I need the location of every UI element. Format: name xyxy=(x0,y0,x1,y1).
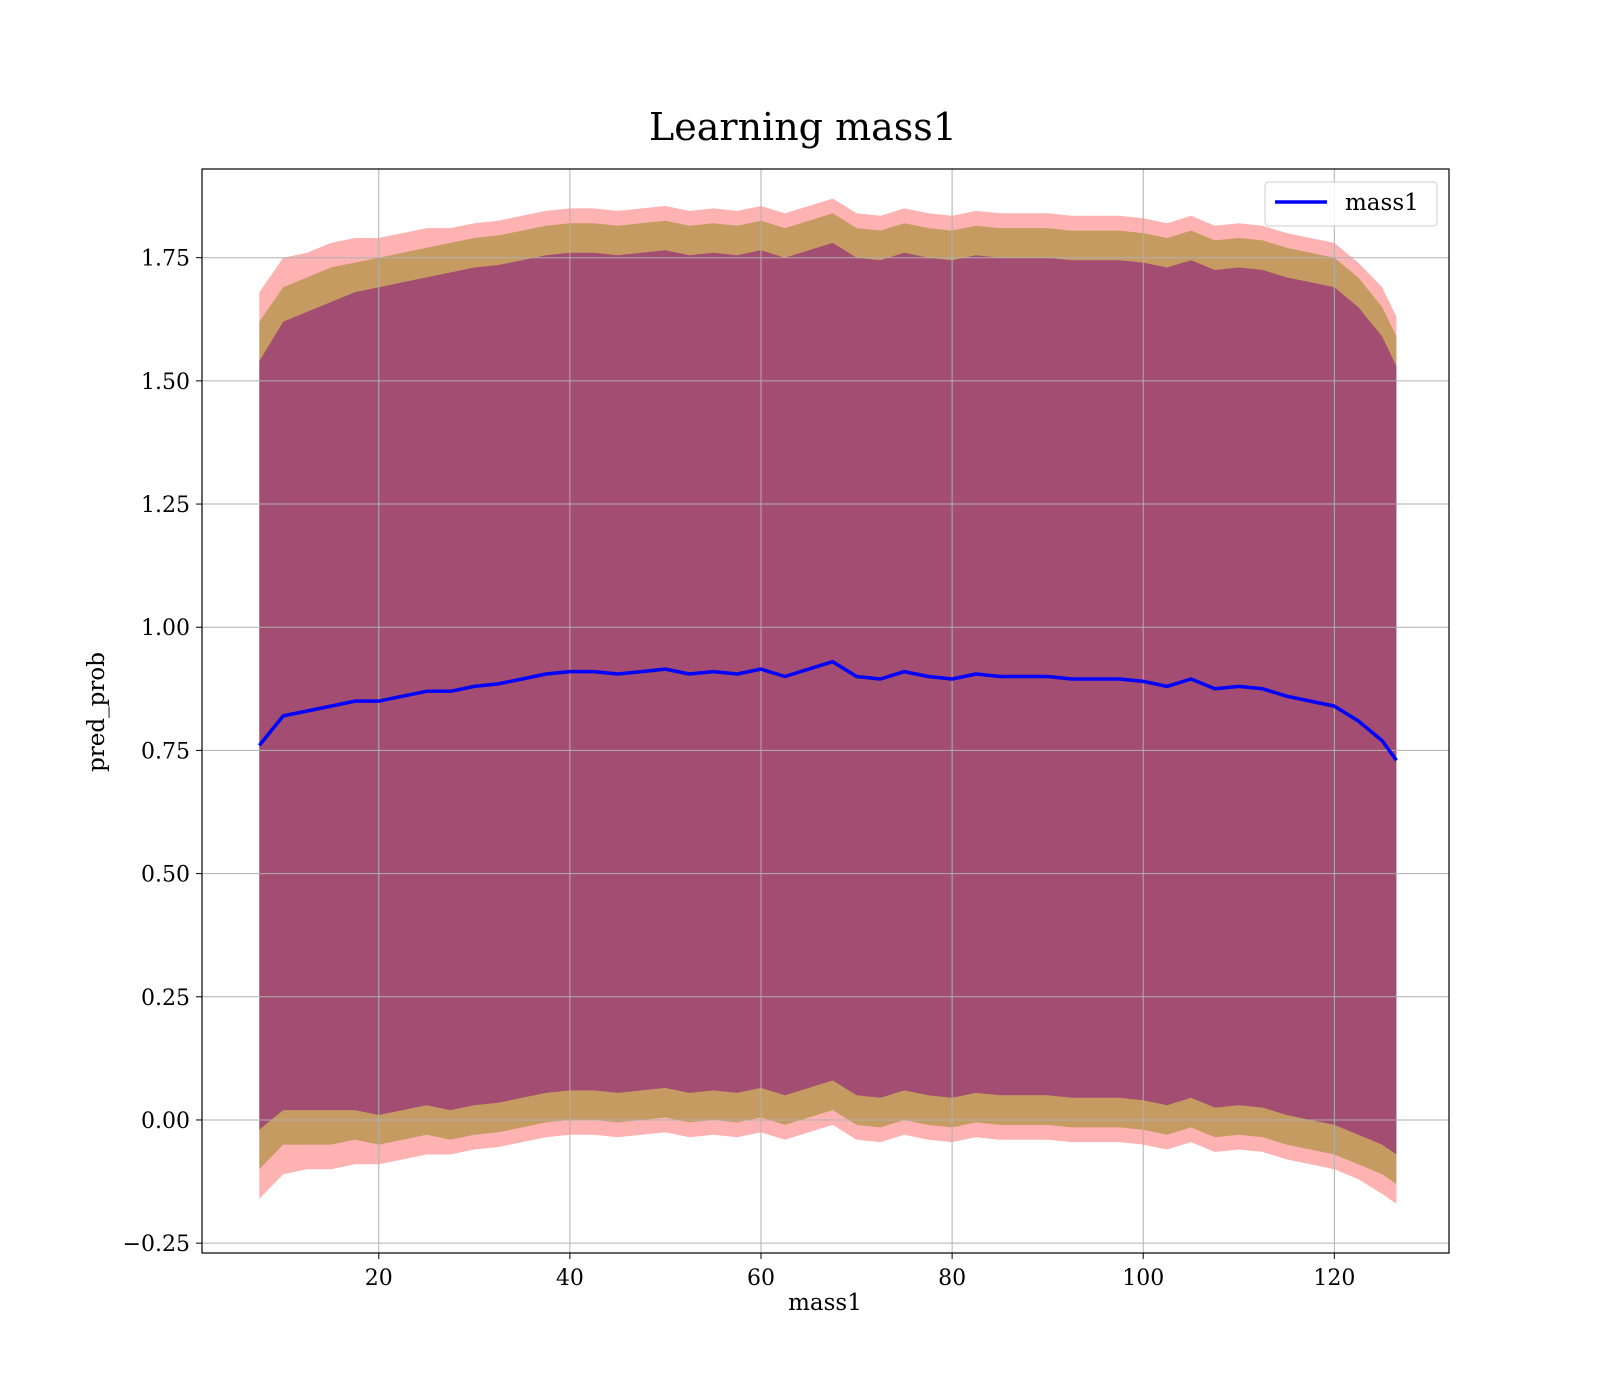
y-tick-label: 1.00 xyxy=(141,616,190,641)
x-tick-label: 100 xyxy=(1122,1266,1164,1291)
y-axis-label: pred_prob xyxy=(84,652,110,772)
legend-label-mass1: mass1 xyxy=(1345,190,1419,216)
y-tick-label: 1.50 xyxy=(141,370,190,395)
legend-box xyxy=(1264,181,1438,227)
plot-frame xyxy=(201,168,1450,1254)
y-tick-label: 0.25 xyxy=(141,986,190,1011)
x-tick-label: 120 xyxy=(1313,1266,1355,1291)
y-axis-ticks: −0.25 0.00 0.25 0.50 0.75 1.00 1.25 1.50 1.75 xyxy=(123,247,202,1257)
y-tick-label: 1.25 xyxy=(141,493,190,518)
y-tick-label: 0.00 xyxy=(141,1109,190,1134)
x-tick-label: 20 xyxy=(365,1266,393,1291)
uncertainty-bands xyxy=(259,198,1397,1204)
y-tick-label: 0.50 xyxy=(141,863,190,888)
x-tick-label: 80 xyxy=(938,1266,966,1291)
legend: mass1 xyxy=(1264,181,1438,227)
chart-title: Learning mass1 xyxy=(649,105,957,149)
x-tick-label: 60 xyxy=(747,1266,775,1291)
x-tick-label: 40 xyxy=(556,1266,584,1291)
grid-lines xyxy=(202,169,1449,1253)
y-tick-label: −0.25 xyxy=(123,1232,190,1257)
band-inner xyxy=(259,242,1397,1155)
y-tick-label: 0.75 xyxy=(141,739,190,764)
x-axis-label: mass1 xyxy=(788,1290,862,1316)
x-axis-ticks: 20 40 60 80 100 120 xyxy=(365,1253,1355,1291)
series-layer xyxy=(257,659,1398,762)
y-tick-label: 1.75 xyxy=(141,247,190,272)
series-line-mass1 xyxy=(257,659,1398,762)
